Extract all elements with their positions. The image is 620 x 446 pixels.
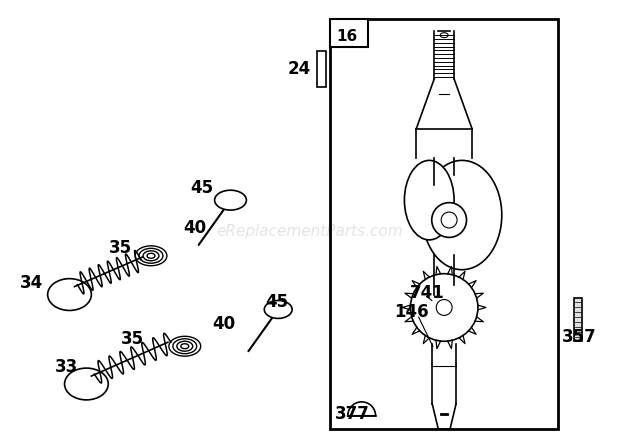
Text: 45: 45	[265, 293, 288, 310]
Circle shape	[410, 274, 478, 341]
Text: 34: 34	[20, 274, 43, 292]
Bar	[330, 19, 368, 47]
Bar	[317, 51, 326, 87]
Polygon shape	[348, 402, 376, 416]
Text: 24: 24	[287, 60, 311, 78]
Ellipse shape	[215, 190, 246, 210]
Text: 377: 377	[335, 405, 370, 423]
Ellipse shape	[64, 368, 108, 400]
Ellipse shape	[48, 279, 91, 310]
Text: 35: 35	[121, 330, 144, 348]
Ellipse shape	[432, 202, 466, 237]
Text: 45: 45	[191, 179, 214, 197]
Text: 40: 40	[183, 219, 206, 237]
Text: 33: 33	[55, 358, 78, 376]
Ellipse shape	[422, 161, 502, 270]
Ellipse shape	[404, 161, 454, 240]
Bar	[574, 297, 582, 341]
Ellipse shape	[264, 301, 292, 318]
Text: 741: 741	[409, 284, 444, 301]
Text: 35: 35	[109, 239, 133, 257]
Text: 146: 146	[394, 303, 429, 322]
Text: 16: 16	[336, 29, 357, 44]
Text: 357: 357	[562, 328, 596, 346]
Text: eReplacementParts.com: eReplacementParts.com	[216, 224, 404, 240]
Text: 40: 40	[213, 315, 236, 333]
Bar	[330, 19, 559, 429]
